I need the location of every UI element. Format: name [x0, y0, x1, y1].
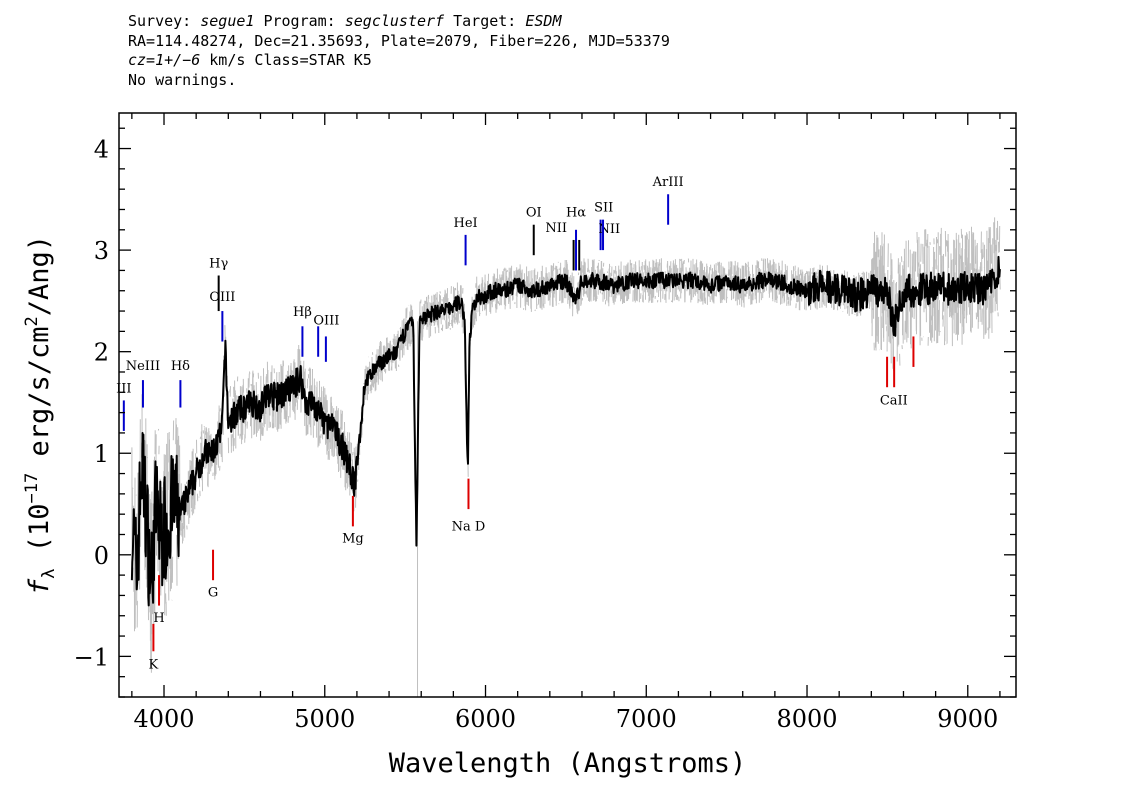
line-label: OIII	[209, 290, 235, 305]
x-tick-label: 4000	[133, 705, 194, 733]
y-label-exp: −17	[22, 473, 42, 504]
header-line-redshift: cz=1+/−6 km/s Class=STAR K5	[128, 51, 670, 71]
line-label: NeIII	[126, 359, 160, 374]
line-label: NII	[545, 221, 567, 236]
y-label-sub: λ	[39, 569, 59, 579]
y-axis-label: fλ (10−17 erg/s/cm2/Ang)	[22, 235, 59, 595]
y-tick-label: 0	[94, 542, 109, 570]
line-label: Hδ	[171, 359, 190, 374]
y-label-post: /Ang)	[24, 235, 55, 316]
line-label: SII	[594, 201, 613, 216]
line-label: OIII	[313, 313, 339, 328]
x-axis-label: Wavelength (Angstroms)	[389, 748, 747, 779]
line-label: NII	[598, 222, 620, 237]
survey-value: segue1	[200, 12, 255, 30]
line-label: Hβ	[293, 305, 312, 320]
survey-label: Survey:	[128, 12, 201, 30]
program-value: segclusterf	[344, 12, 445, 30]
flux-trace	[130, 255, 1001, 607]
flux-series	[130, 255, 1001, 607]
line-label: Hγ	[209, 256, 228, 271]
y-label-f: f	[24, 578, 55, 595]
x-tick-label: 9000	[937, 705, 998, 733]
plot-frame	[118, 112, 1017, 698]
target-label: Target:	[444, 12, 526, 30]
x-tick-label: 7000	[616, 705, 677, 733]
cz-label: cz=	[128, 51, 156, 69]
spectrum-header: Survey: segue1 Program: segclusterf Targ…	[128, 12, 670, 90]
y-label-exp2: 2	[22, 316, 42, 326]
program-label: Program:	[254, 12, 345, 30]
y-tick-label: 3	[94, 237, 109, 265]
line-label: Na D	[452, 519, 486, 534]
line-label: OI	[526, 206, 542, 221]
cz-value: 1+/−6	[155, 51, 201, 69]
line-label: Mg	[342, 532, 364, 547]
line-label: G	[208, 585, 218, 600]
line-label: Hα	[566, 206, 586, 221]
header-line-warnings: No warnings.	[128, 70, 237, 89]
line-label: CaII	[880, 393, 908, 408]
x-tick-label: 6000	[455, 705, 516, 733]
y-label-mid: erg/s/cm	[24, 326, 55, 472]
y-label-pre: (10	[24, 504, 55, 569]
line-label: ArIII	[652, 175, 684, 190]
header-line-survey: Survey: segue1 Program: segclusterf Targ…	[128, 12, 670, 32]
y-tick-label: 1	[94, 440, 109, 468]
class-text: km/s Class=STAR K5	[200, 51, 372, 69]
line-label: K	[149, 658, 159, 673]
header-line-coordinates: RA=114.48274, Dec=21.35693, Plate=2079, …	[128, 31, 670, 50]
y-tick-label: 2	[94, 339, 109, 367]
axis-ticks: 4000 5000 6000 7000 8000 9000 −1 0 1 2 3 4	[74, 113, 1016, 733]
target-value: ESDM	[525, 12, 562, 30]
line-label: H	[153, 611, 164, 626]
y-tick-label: −1	[74, 643, 109, 671]
line-label: HeI	[453, 216, 477, 231]
y-tick-label: 4	[94, 136, 109, 164]
x-tick-label: 5000	[294, 705, 355, 733]
x-tick-label: 8000	[776, 705, 837, 733]
